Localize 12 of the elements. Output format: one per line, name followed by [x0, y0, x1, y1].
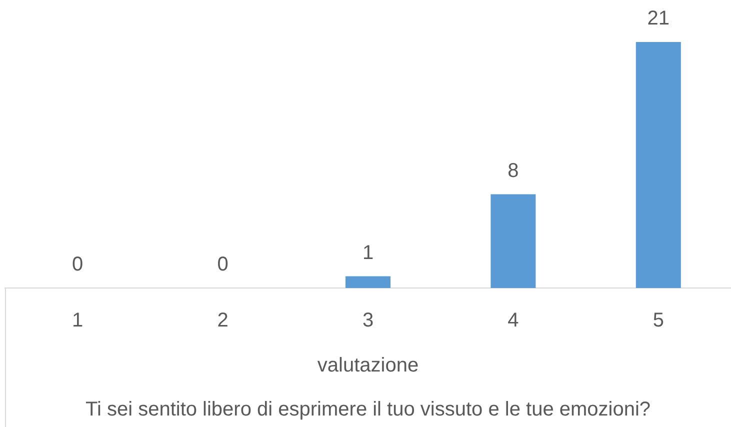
x-tick-label: 3: [362, 310, 374, 332]
x-axis-title: valutazione: [317, 354, 419, 377]
data-label: 0: [217, 254, 228, 276]
text: Ti sei sentito libero di esprimere il tuo vissuto e le tue emozioni?: [85, 398, 651, 421]
data-label: 0: [72, 254, 84, 276]
x-tick-label: 2: [217, 310, 228, 332]
data-label: 8: [508, 160, 519, 182]
x-tick-label: 5: [652, 310, 664, 332]
x-tick-label: 4: [508, 310, 519, 332]
x-tick-label: 1: [72, 310, 84, 332]
data-label: 21: [647, 8, 670, 30]
data-label: 1: [362, 242, 374, 264]
